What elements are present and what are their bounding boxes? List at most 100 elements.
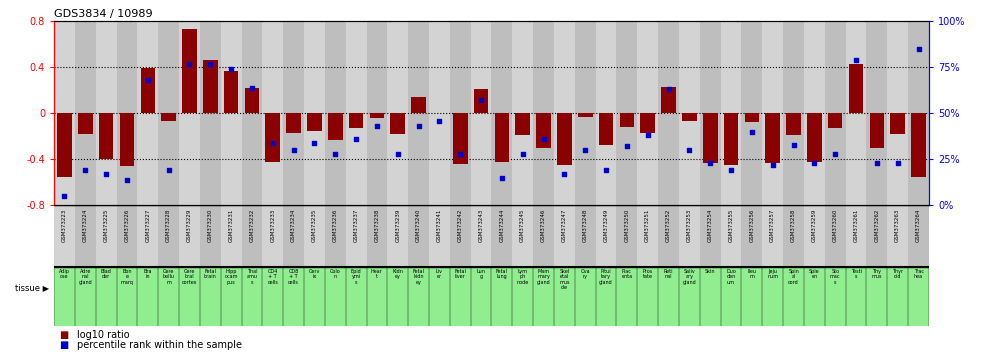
- Bar: [616, 205, 637, 267]
- Text: GSM373246: GSM373246: [541, 209, 547, 242]
- Bar: [429, 267, 450, 326]
- Text: GSM373239: GSM373239: [395, 209, 400, 242]
- Text: GSM373233: GSM373233: [270, 209, 275, 242]
- Bar: [492, 21, 512, 205]
- Bar: [450, 267, 471, 326]
- Bar: [596, 205, 616, 267]
- Bar: [283, 205, 304, 267]
- Bar: [679, 205, 700, 267]
- Text: Epid
ymi
s: Epid ymi s: [351, 269, 362, 285]
- Bar: [908, 205, 929, 267]
- Bar: [721, 267, 741, 326]
- Bar: [242, 205, 262, 267]
- Bar: [57, 113, 72, 177]
- Bar: [866, 205, 888, 267]
- Text: GSM373235: GSM373235: [312, 209, 317, 242]
- Bar: [224, 71, 239, 113]
- Bar: [619, 113, 634, 127]
- Text: Thy
mus: Thy mus: [872, 269, 882, 279]
- Text: Ova
ry: Ova ry: [580, 269, 590, 279]
- Bar: [533, 205, 554, 267]
- Bar: [54, 21, 75, 205]
- Text: Lym
ph
node: Lym ph node: [517, 269, 529, 285]
- Bar: [429, 205, 450, 267]
- Bar: [324, 205, 346, 267]
- Text: Reti
nal: Reti nal: [664, 269, 673, 279]
- Bar: [721, 21, 741, 205]
- Text: GSM373247: GSM373247: [562, 209, 567, 242]
- Text: GSM373225: GSM373225: [103, 209, 109, 242]
- Bar: [200, 205, 221, 267]
- Bar: [845, 267, 866, 326]
- Bar: [158, 21, 179, 205]
- Text: Colo
n: Colo n: [330, 269, 341, 279]
- Bar: [825, 21, 845, 205]
- Point: [98, 171, 114, 177]
- Text: GSM373258: GSM373258: [791, 209, 796, 242]
- Bar: [161, 113, 176, 121]
- Point: [515, 151, 531, 156]
- Bar: [762, 267, 783, 326]
- Point: [681, 147, 697, 153]
- Bar: [471, 205, 492, 267]
- Bar: [158, 267, 179, 326]
- Bar: [242, 21, 262, 205]
- Text: GSM373263: GSM373263: [896, 209, 900, 242]
- Bar: [494, 113, 509, 161]
- Point: [599, 167, 614, 173]
- Bar: [245, 88, 260, 113]
- Bar: [387, 267, 408, 326]
- Bar: [471, 267, 492, 326]
- Bar: [537, 113, 550, 148]
- Bar: [200, 267, 221, 326]
- Text: Fetal
liver: Fetal liver: [454, 269, 466, 279]
- Point: [828, 151, 843, 156]
- Bar: [370, 113, 384, 118]
- Text: GSM373243: GSM373243: [479, 209, 484, 242]
- Text: Thyr
oid: Thyr oid: [893, 269, 903, 279]
- Bar: [138, 205, 158, 267]
- Bar: [429, 21, 450, 205]
- Point: [307, 140, 322, 145]
- Text: GSM373260: GSM373260: [833, 209, 838, 242]
- Bar: [95, 267, 117, 326]
- Text: Hear
t: Hear t: [371, 269, 382, 279]
- Bar: [75, 21, 95, 205]
- Text: log10 ratio: log10 ratio: [77, 330, 130, 339]
- Bar: [138, 21, 158, 205]
- Bar: [533, 267, 554, 326]
- Bar: [158, 205, 179, 267]
- Point: [910, 46, 926, 52]
- Text: GSM373234: GSM373234: [291, 209, 296, 242]
- Text: GSM373223: GSM373223: [62, 209, 67, 242]
- Text: ■: ■: [59, 330, 68, 339]
- Text: GSM373254: GSM373254: [708, 209, 713, 242]
- Point: [452, 151, 468, 156]
- Bar: [575, 21, 596, 205]
- Text: Sple
en: Sple en: [809, 269, 820, 279]
- Text: Cerv
ix: Cerv ix: [309, 269, 320, 279]
- Bar: [575, 205, 596, 267]
- Text: GSM373236: GSM373236: [333, 209, 338, 242]
- Text: Hipp
ocam
pus: Hipp ocam pus: [224, 269, 238, 285]
- Bar: [783, 267, 804, 326]
- Bar: [492, 267, 512, 326]
- Point: [182, 61, 198, 67]
- Text: GSM373256: GSM373256: [749, 209, 754, 242]
- Bar: [304, 21, 324, 205]
- Point: [327, 151, 343, 156]
- Point: [577, 147, 593, 153]
- Bar: [866, 21, 888, 205]
- Text: Fetal
brain: Fetal brain: [203, 269, 216, 279]
- Point: [244, 85, 260, 90]
- Bar: [304, 267, 324, 326]
- Text: CD4
+ T
cells: CD4 + T cells: [267, 269, 278, 285]
- Bar: [888, 205, 908, 267]
- Point: [702, 160, 718, 166]
- Bar: [54, 267, 75, 326]
- Bar: [828, 113, 842, 128]
- Text: Kidn
ey: Kidn ey: [392, 269, 403, 279]
- Text: GSM373264: GSM373264: [916, 209, 921, 242]
- Text: Pros
tate: Pros tate: [643, 269, 653, 279]
- Bar: [286, 113, 301, 133]
